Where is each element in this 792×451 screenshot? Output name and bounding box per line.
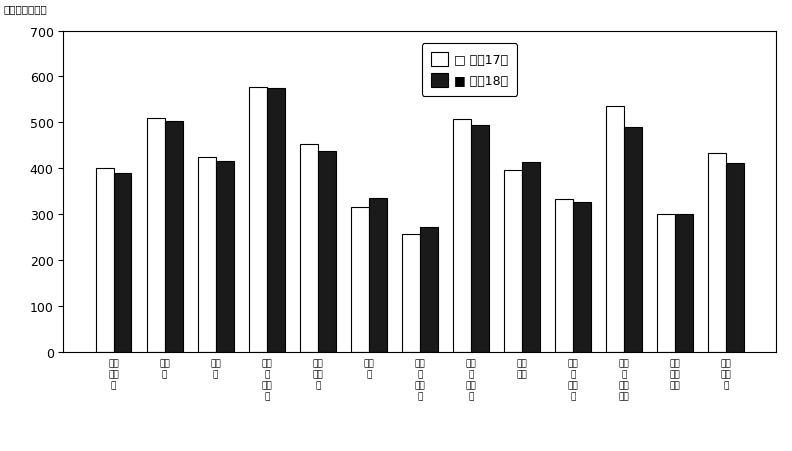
Bar: [300, 145, 318, 352]
Bar: [267, 89, 284, 352]
Bar: [402, 235, 420, 352]
Bar: [522, 163, 539, 352]
Bar: [351, 207, 369, 352]
Legend: □ 平成17年, ■ 平成18年: □ 平成17年, ■ 平成18年: [422, 44, 517, 97]
Bar: [606, 107, 624, 352]
Bar: [318, 152, 336, 352]
Bar: [708, 154, 726, 352]
Bar: [113, 173, 131, 352]
Bar: [470, 126, 489, 352]
Bar: [573, 202, 591, 352]
Bar: [215, 162, 234, 352]
Bar: [147, 119, 165, 352]
Bar: [675, 214, 693, 352]
Bar: [165, 122, 182, 352]
Bar: [96, 169, 113, 352]
Text: （単位：千円）: （単位：千円）: [4, 5, 48, 14]
Bar: [420, 228, 438, 352]
Bar: [249, 88, 267, 352]
Bar: [369, 198, 386, 352]
Bar: [555, 200, 573, 352]
Bar: [657, 214, 675, 352]
Bar: [504, 170, 522, 352]
Bar: [726, 163, 744, 352]
Bar: [624, 128, 642, 352]
Bar: [453, 120, 470, 352]
Bar: [198, 157, 215, 352]
